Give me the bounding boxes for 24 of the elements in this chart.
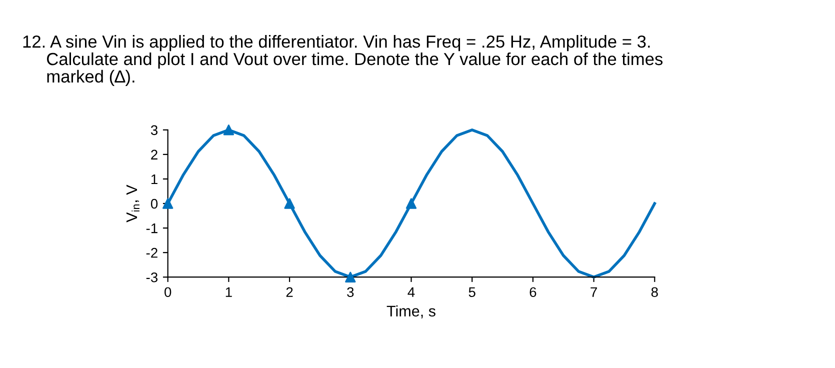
chart-title: 12. A sine Vin is applied to the differentiator. Vin has Freq = .25 Hz, Amplitude = 3. Calculate and plot I and Vout over time. Denote the Y value for each of the times marked (∆). <box>23 35 663 86</box>
y-tick-label: -2 <box>146 248 158 258</box>
y-tick-label: 0 <box>150 198 158 209</box>
x-tick-label: 4 <box>408 287 415 297</box>
x-tick-label: 5 <box>468 287 476 298</box>
y-tick-label: -1 <box>146 224 158 234</box>
x-tick-label: 1 <box>226 287 232 297</box>
point <box>284 198 295 209</box>
point <box>223 124 234 136</box>
x-tick-label: 8 <box>651 287 658 298</box>
point <box>162 198 174 209</box>
x-tick-label: 6 <box>530 287 536 298</box>
y-tick-label: 2 <box>151 150 158 160</box>
y-tick-label: -3 <box>146 272 158 282</box>
x-tick-label: 0 <box>164 287 172 298</box>
y-axis-title: V$_{in}$, V <box>126 184 140 222</box>
x-tick-label: 2 <box>286 287 293 297</box>
point <box>406 198 417 209</box>
x-axis-title: Time, s <box>386 305 436 318</box>
y-tick-label: 1 <box>151 174 158 184</box>
point <box>345 272 356 282</box>
x-tick-label: 7 <box>590 287 597 297</box>
y-tick-label: 3 <box>150 125 158 136</box>
x-tick-label: 3 <box>347 287 354 298</box>
